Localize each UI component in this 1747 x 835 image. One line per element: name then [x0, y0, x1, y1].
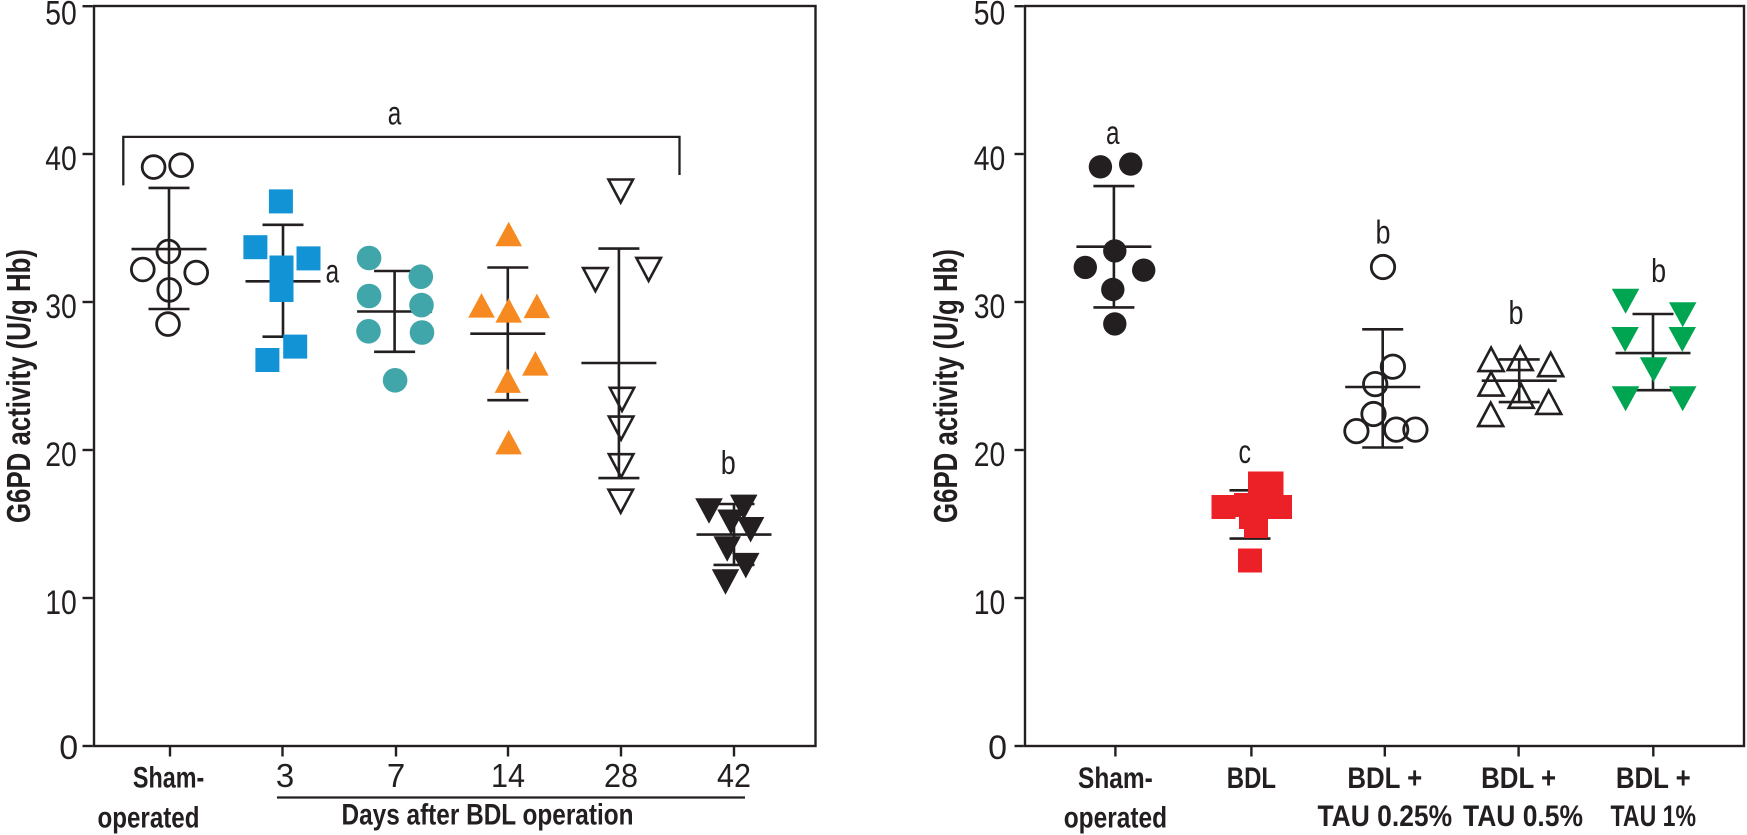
- svg-text:50: 50: [45, 0, 77, 32]
- svg-text:b: b: [1651, 252, 1666, 289]
- svg-text:operated: operated: [1064, 802, 1167, 835]
- svg-text:28: 28: [604, 757, 638, 794]
- svg-text:30: 30: [45, 288, 77, 326]
- svg-text:operated: operated: [98, 802, 200, 835]
- svg-text:Sham-: Sham-: [1078, 762, 1153, 795]
- svg-text:BDL: BDL: [1227, 762, 1276, 795]
- svg-text:40: 40: [974, 140, 1006, 178]
- svg-text:a: a: [326, 252, 340, 289]
- svg-text:a: a: [388, 94, 402, 131]
- svg-text:Days after BDL operation: Days after BDL operation: [342, 798, 634, 831]
- svg-text:b: b: [1509, 294, 1524, 331]
- svg-text:50: 50: [974, 0, 1006, 32]
- svg-text:20: 20: [45, 436, 77, 474]
- svg-text:Sham-: Sham-: [133, 761, 204, 794]
- svg-text:G6PD activity (U/g Hb): G6PD activity (U/g Hb): [927, 249, 964, 523]
- svg-text:BDL +: BDL +: [1481, 762, 1556, 795]
- svg-text:20: 20: [974, 436, 1006, 474]
- svg-text:3: 3: [276, 757, 294, 794]
- svg-text:a: a: [1106, 114, 1120, 151]
- svg-text:14: 14: [491, 757, 525, 794]
- svg-text:7: 7: [387, 757, 405, 794]
- svg-text:42: 42: [717, 757, 751, 794]
- svg-text:0: 0: [988, 729, 1007, 767]
- svg-text:10: 10: [974, 584, 1006, 622]
- svg-text:BDL +: BDL +: [1347, 762, 1422, 795]
- svg-text:TAU 1%: TAU 1%: [1611, 800, 1697, 833]
- svg-text:10: 10: [45, 584, 77, 622]
- svg-text:40: 40: [45, 140, 77, 178]
- svg-text:30: 30: [974, 288, 1006, 326]
- svg-text:TAU 0.25%: TAU 0.25%: [1318, 800, 1453, 833]
- svg-text:c: c: [1238, 433, 1251, 470]
- svg-text:BDL +: BDL +: [1616, 762, 1691, 795]
- svg-text:TAU 0.5%: TAU 0.5%: [1463, 800, 1583, 833]
- svg-text:G6PD activity (U/g Hb): G6PD activity (U/g Hb): [0, 249, 37, 523]
- svg-text:b: b: [721, 444, 736, 481]
- svg-text:b: b: [1376, 214, 1391, 251]
- svg-text:0: 0: [59, 729, 78, 767]
